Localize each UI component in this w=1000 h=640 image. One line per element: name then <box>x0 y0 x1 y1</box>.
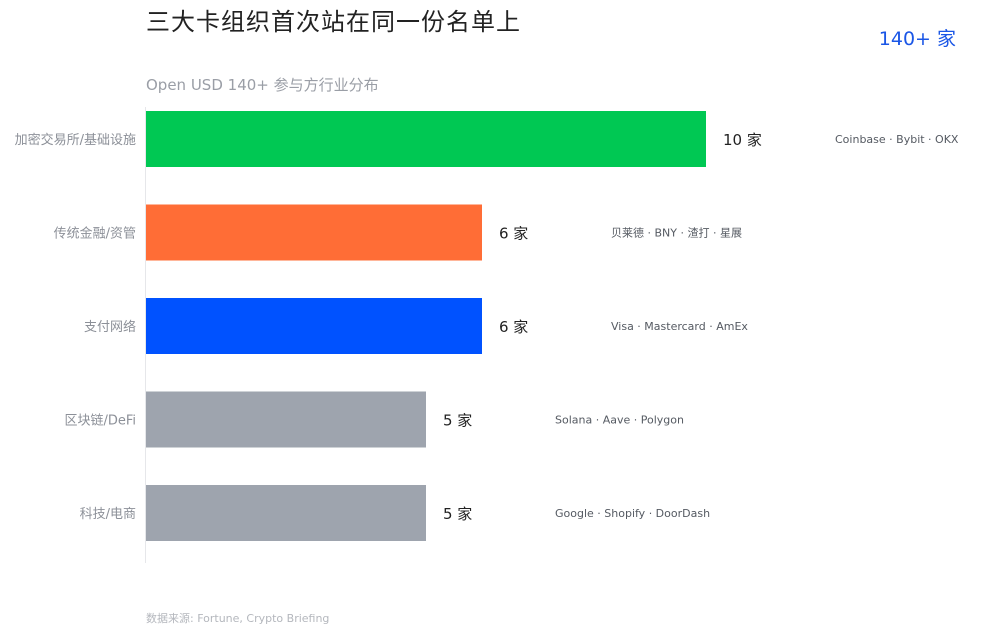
category-label: 支付网络 <box>84 319 136 335</box>
bar <box>146 298 482 354</box>
bar <box>146 391 426 448</box>
data-source-note: 数据来源: Fortune, Crypto Briefing <box>146 612 330 625</box>
bar <box>146 485 426 541</box>
value-label: 10 家 <box>723 131 762 149</box>
bar <box>146 111 706 167</box>
value-label: 6 家 <box>499 225 528 243</box>
category-label: 加密交易所/基础设施 <box>15 132 136 148</box>
participant-examples: Google · Shopify · DoorDash <box>555 507 710 520</box>
chart-subtitle: Open USD 140+ 参与方行业分布 <box>146 76 379 94</box>
category-label: 科技/电商 <box>80 507 136 522</box>
participant-examples: Coinbase · Bybit · OKX <box>835 133 959 146</box>
value-label: 6 家 <box>499 318 528 336</box>
category-label: 传统金融/资管 <box>54 226 136 242</box>
participant-examples: Solana · Aave · Polygon <box>555 414 684 427</box>
participant-examples: Visa · Mastercard · AmEx <box>611 320 748 333</box>
value-label: 5 家 <box>443 505 472 523</box>
chart-title: 三大卡组织首次站在同一份名单上 <box>146 8 521 36</box>
category-label: 区块链/DeFi <box>64 414 136 429</box>
value-label: 5 家 <box>443 412 472 430</box>
total-count-badge: 140+ 家 <box>878 28 956 50</box>
bar <box>146 204 482 261</box>
participant-examples: 贝莱德 · BNY · 渣打 · 星展 <box>611 226 742 240</box>
